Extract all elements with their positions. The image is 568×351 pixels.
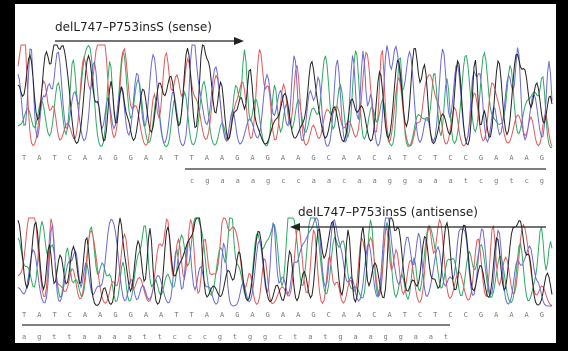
- antisense-reference: TATCAAGGAATTAAGAGAAGCAACATCTCCGAAAG: [22, 311, 544, 319]
- antisense-read: agttaaaattcccgtggctatgaaggaat: [22, 333, 448, 341]
- sense-label: delL747–P753insS (sense): [55, 20, 212, 34]
- page: delL747–P753insS (sense) TATCAAGGAATTAAG…: [0, 0, 568, 351]
- antisense-label: delL747–P753insS (antisense): [298, 205, 478, 219]
- figure: delL747–P753insS (sense) TATCAAGGAATTAAG…: [0, 0, 568, 351]
- sense-reference: TATCAAGGAATTAAGAGAAGCAACATCTCCGAAAG: [22, 154, 544, 162]
